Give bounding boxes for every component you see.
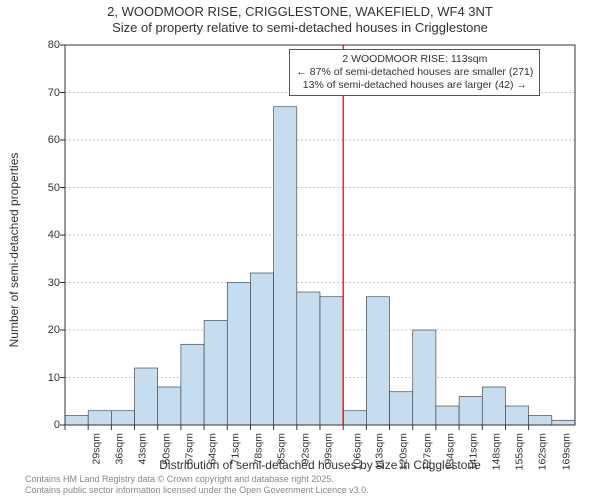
plot-area (65, 45, 575, 425)
plot-svg (65, 45, 575, 425)
title-block: 2, WOODMOOR RISE, CRIGGLESTONE, WAKEFIEL… (0, 4, 600, 37)
y-tick-label: 40 (5, 229, 60, 241)
y-tick-label: 0 (5, 419, 60, 431)
title-line-1: 2, WOODMOOR RISE, CRIGGLESTONE, WAKEFIEL… (0, 4, 600, 20)
y-tick-label: 30 (5, 277, 60, 289)
footer-line-1: Contains HM Land Registry data © Crown c… (25, 474, 369, 485)
y-tick-label: 50 (5, 182, 60, 194)
footer-line-2: Contains public sector information licen… (25, 485, 369, 496)
y-tick-label: 20 (5, 324, 60, 336)
title-line-2: Size of property relative to semi-detach… (0, 20, 600, 36)
y-tick-label: 70 (5, 87, 60, 99)
y-tick-label: 60 (5, 134, 60, 146)
annotation-box: 2 WOODMOOR RISE: 113sqm ← 87% of semi-de… (289, 49, 540, 96)
footer-attribution: Contains HM Land Registry data © Crown c… (25, 474, 369, 496)
chart-container: 2, WOODMOOR RISE, CRIGGLESTONE, WAKEFIEL… (0, 0, 600, 500)
x-axis-label: Distribution of semi-detached houses by … (65, 458, 575, 472)
annotation-line-1: 2 WOODMOOR RISE: 113sqm (296, 53, 533, 66)
annotation-line-2: ← 87% of semi-detached houses are smalle… (296, 66, 533, 79)
y-tick-label: 10 (5, 372, 60, 384)
y-tick-label: 80 (5, 39, 60, 51)
annotation-line-3: 13% of semi-detached houses are larger (… (296, 79, 533, 92)
